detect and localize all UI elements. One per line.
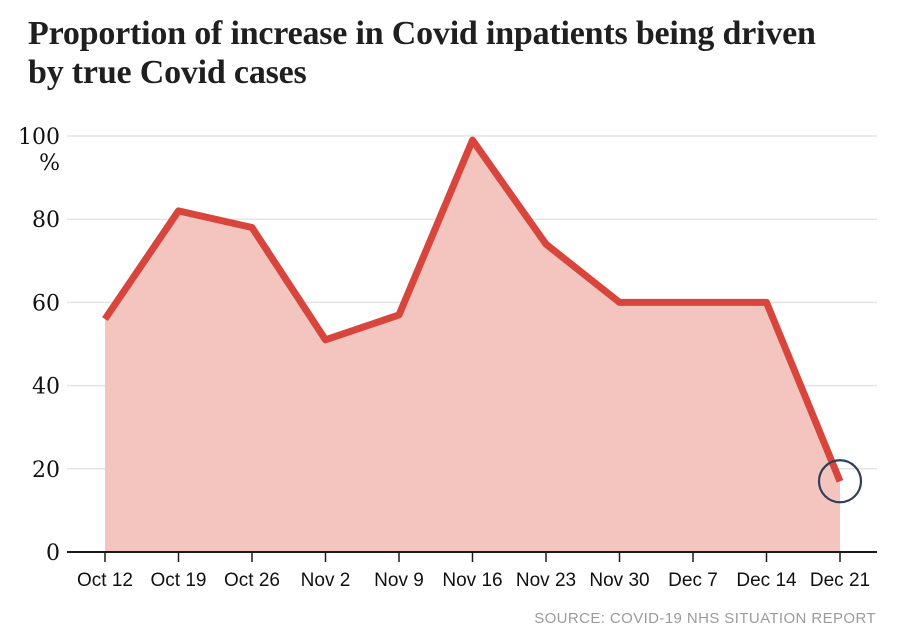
x-tick-label: Oct 26 (224, 570, 280, 591)
trend-line (102, 136, 844, 483)
x-tick-label: Oct 19 (151, 570, 207, 591)
x-tick-label: Nov 30 (589, 570, 649, 591)
endpoint-circle-annotation (817, 459, 863, 504)
x-tick-label: Dec 21 (810, 570, 870, 591)
y-tick-label: 20 (32, 458, 60, 483)
x-tick-label: Dec 14 (736, 570, 797, 591)
area-fill (105, 140, 840, 552)
x-tick-label: Nov 9 (374, 570, 424, 591)
x-tick-label: Oct 12 (77, 570, 133, 591)
x-tick-label: Nov 2 (301, 570, 351, 591)
y-tick-label: 0 (46, 541, 60, 566)
y-tick-label: 100 (18, 125, 60, 150)
x-tick-label: Nov 16 (442, 570, 502, 591)
source-caption: SOURCE: COVID-19 NHS SITUATION REPORT (534, 610, 876, 627)
chart-title: Proportion of increase in Covid inpatien… (28, 15, 816, 92)
y-tick-label: 80 (32, 208, 60, 233)
y-tick-label: 60 (32, 291, 60, 316)
x-tick-label: Dec 7 (668, 570, 718, 591)
x-tick-label: Nov 23 (516, 570, 576, 591)
unit-label: % (39, 151, 60, 176)
y-tick-label: 40 (32, 375, 60, 400)
